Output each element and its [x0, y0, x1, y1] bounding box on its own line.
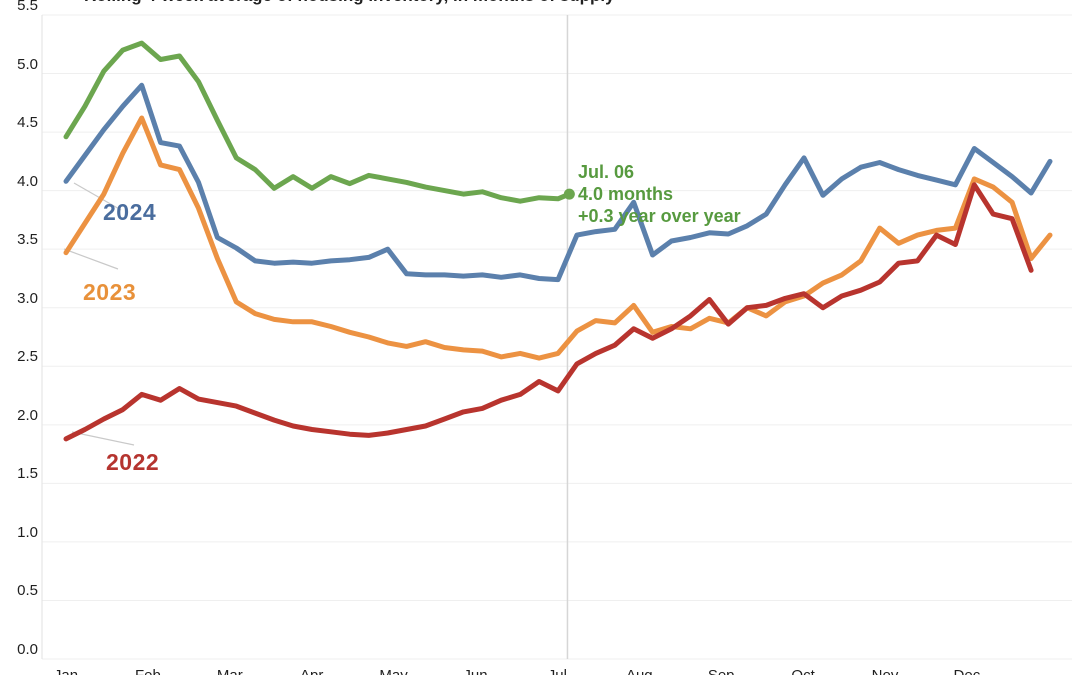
x-axis-tick-label: Jul — [548, 667, 567, 675]
series-label-2022: 2022 — [106, 449, 160, 475]
y-axis-tick-label: 5.0 — [17, 55, 38, 73]
y-axis-tick-label: 3.5 — [17, 231, 38, 249]
y-axis-tick-label: 0.5 — [17, 582, 38, 600]
y-axis-tick-label: 2.0 — [17, 406, 38, 424]
annotation-callout: Jul. 06 4.0 months +0.3 year over year — [578, 161, 741, 227]
series-end-marker-2025 — [563, 188, 575, 200]
annotation-yoy: +0.3 year over year — [578, 206, 741, 226]
y-axis-tick-label: 1.0 — [17, 523, 38, 541]
label-leader-line — [63, 248, 119, 270]
series-line-2023 — [63, 115, 1053, 361]
chart-title: Rolling 4-week average of housing invent… — [84, 0, 615, 6]
y-axis-tick-label: 3.0 — [17, 289, 38, 307]
y-axis-tick-label: 5.5 — [17, 0, 38, 14]
x-axis-tick-label: Aug — [626, 667, 653, 675]
y-axis-tick-label: 1.5 — [17, 465, 38, 483]
x-axis-tick-label: Jan — [54, 667, 78, 675]
series-line-2025 — [63, 40, 572, 204]
y-axis-tick-label: 0.0 — [17, 641, 38, 658]
x-axis-tick-label: Feb — [135, 667, 161, 675]
x-axis-tick-label: Mar — [217, 667, 243, 675]
x-axis-tick-label: Dec — [954, 667, 981, 675]
series-label-2023: 2023 — [83, 279, 137, 305]
series-label-2024: 2024 — [103, 199, 157, 225]
y-axis-tick-label: 4.5 — [17, 114, 38, 132]
label-leader-line — [73, 182, 122, 211]
x-axis-tick-label: Jun — [463, 667, 487, 675]
x-axis-tick-label: Sep — [708, 667, 735, 675]
annotation-date: Jul. 06 — [578, 162, 635, 182]
annotation-value: 4.0 months — [578, 184, 674, 204]
series-line-2024 — [63, 82, 1053, 283]
series-line-2022 — [63, 182, 1034, 442]
x-axis-tick-label: May — [379, 667, 407, 675]
x-axis-tick-label: Oct — [791, 667, 814, 675]
x-axis-tick-label: Apr — [300, 667, 323, 675]
x-axis-tick-label: Nov — [872, 667, 899, 675]
y-axis-tick-label: 4.0 — [17, 172, 38, 190]
y-axis-tick-label: 2.5 — [17, 348, 38, 366]
label-leader-line — [71, 431, 135, 446]
